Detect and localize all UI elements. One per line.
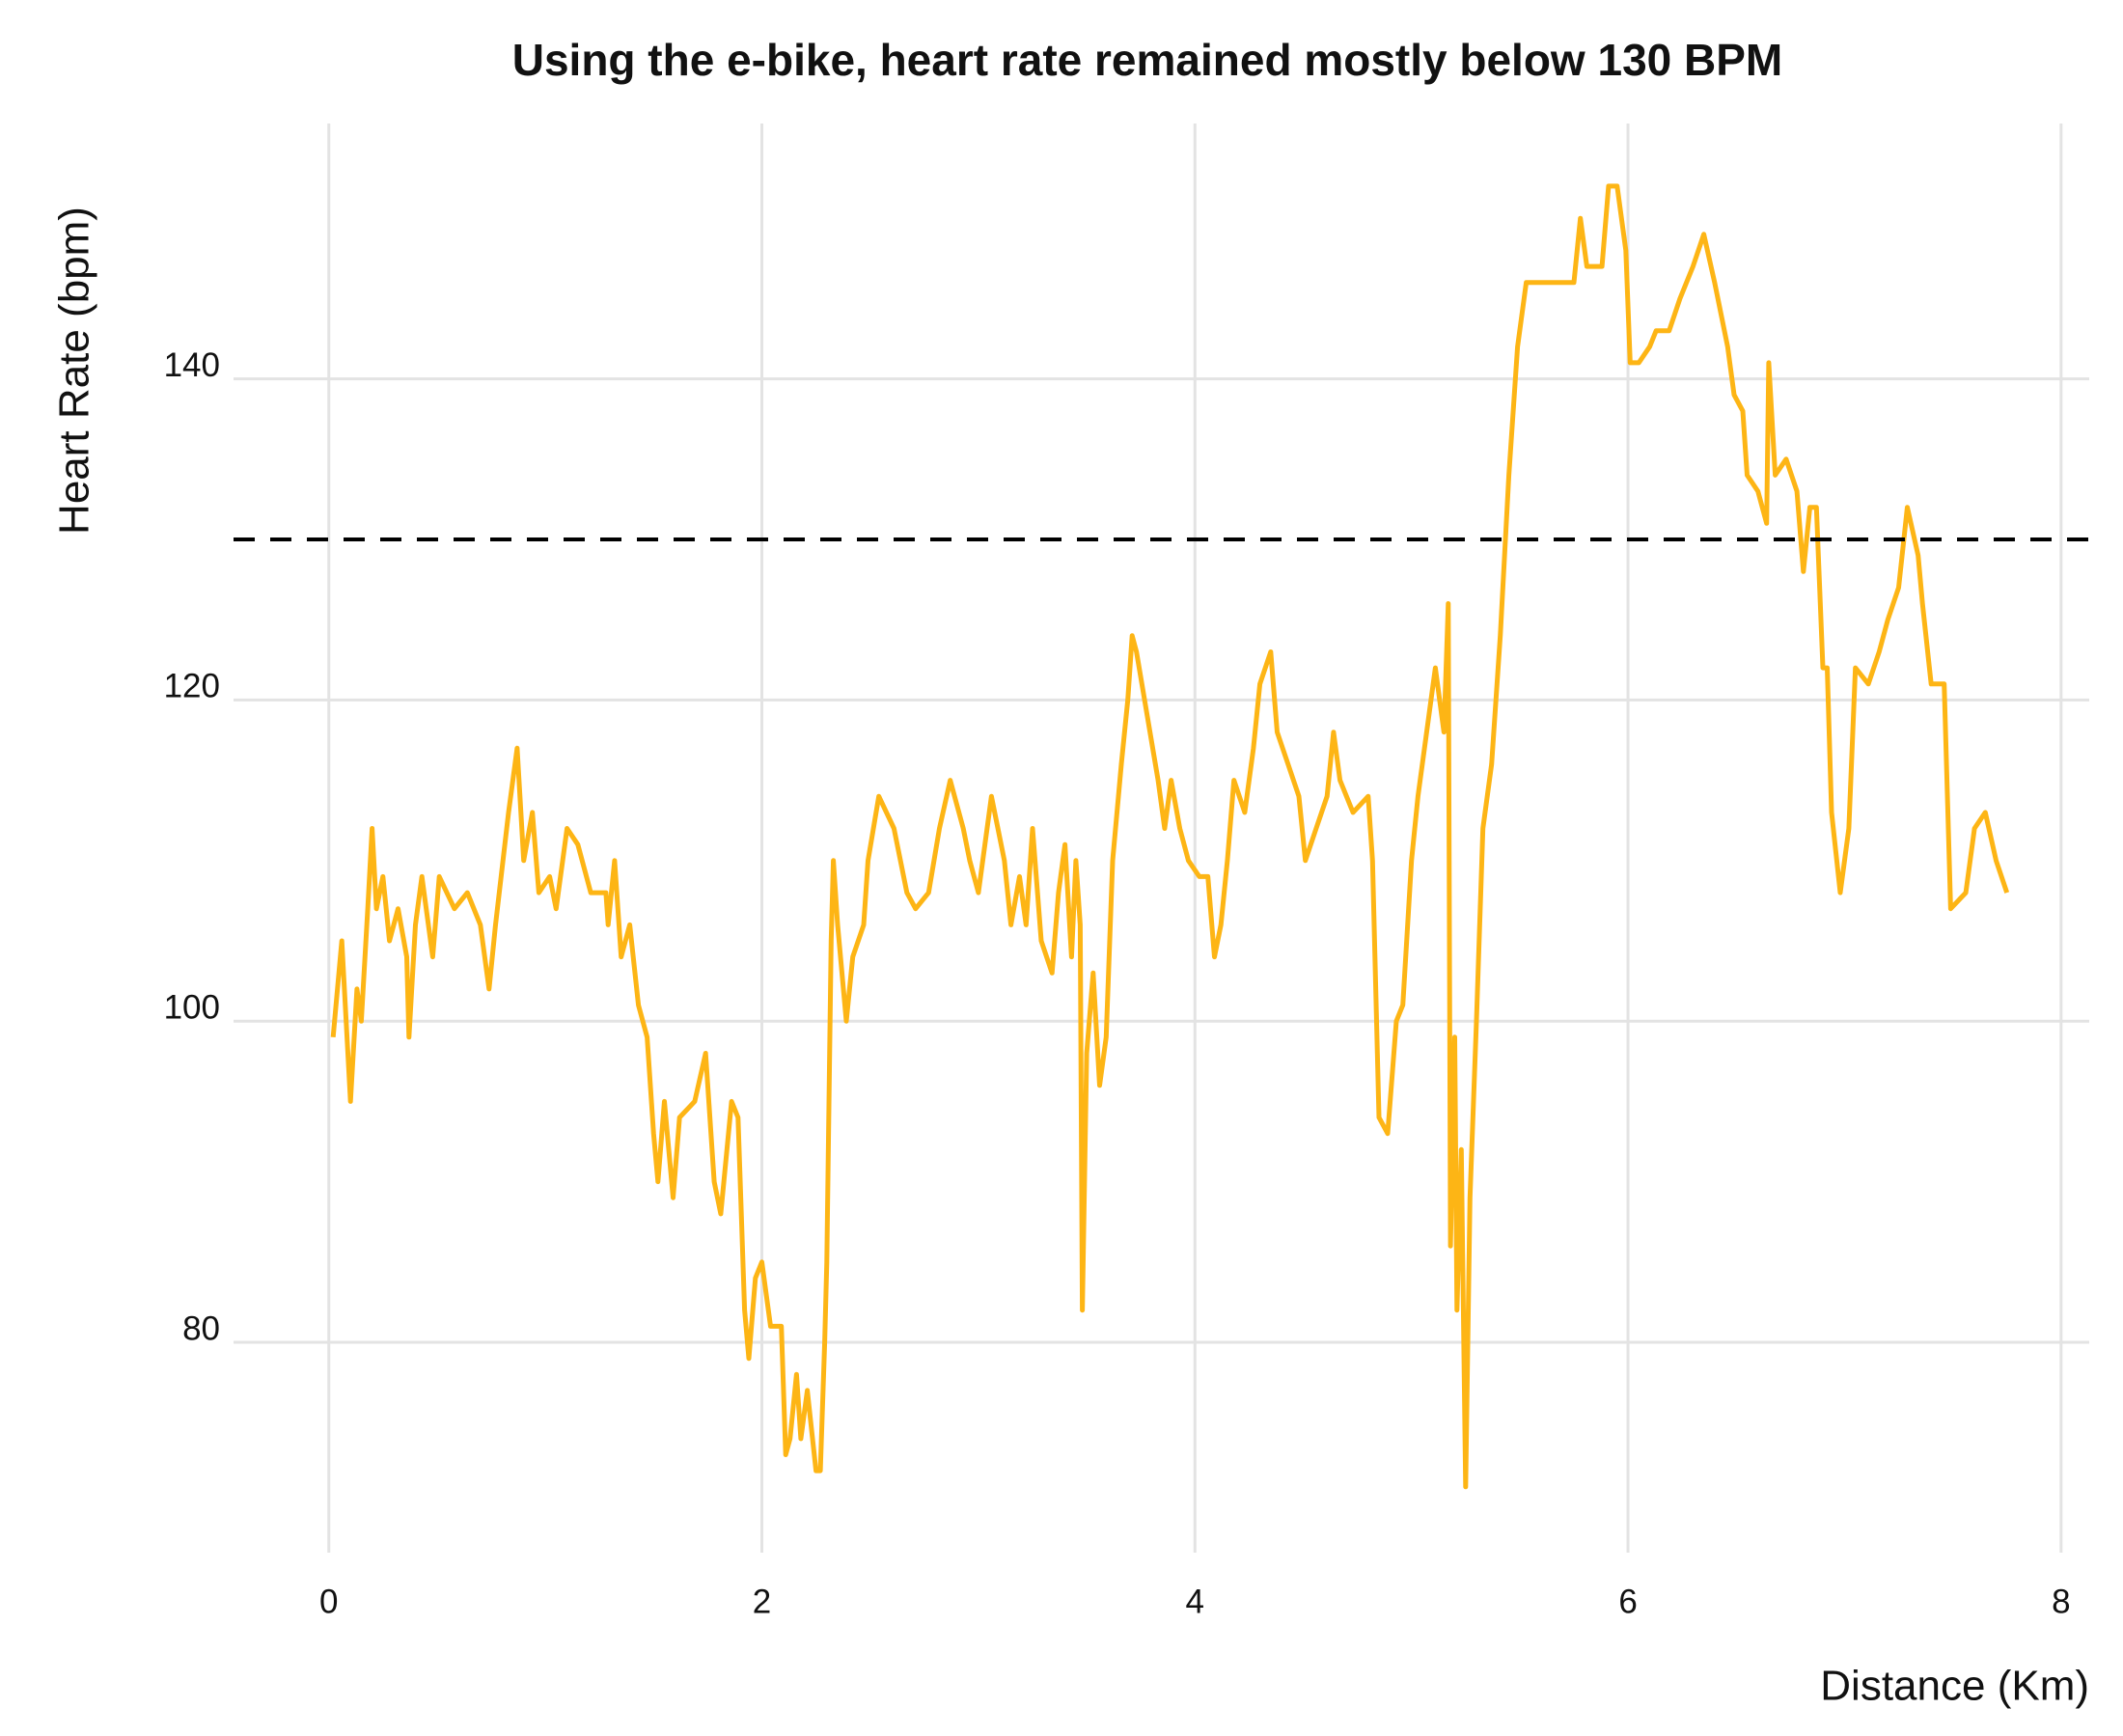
- y-tick-label: 140: [164, 346, 220, 384]
- x-tick-label: 6: [1618, 1583, 1637, 1620]
- x-tick-label: 4: [1186, 1583, 1204, 1620]
- chart-title: Using the e-bike, heart rate remained mo…: [512, 35, 1783, 85]
- x-tick-label: 8: [2052, 1583, 2070, 1620]
- y-tick-label: 80: [182, 1309, 220, 1347]
- x-tick-label: 0: [319, 1583, 338, 1620]
- x-tick-label: 2: [753, 1583, 771, 1620]
- y-tick-label: 100: [164, 988, 220, 1026]
- heart-rate-line: [330, 183, 2010, 1490]
- y-axis-label: Heart Rate (bpm): [51, 207, 98, 535]
- x-axis-label: Distance (Km): [1820, 1663, 2089, 1710]
- y-tick-label: 120: [164, 668, 220, 705]
